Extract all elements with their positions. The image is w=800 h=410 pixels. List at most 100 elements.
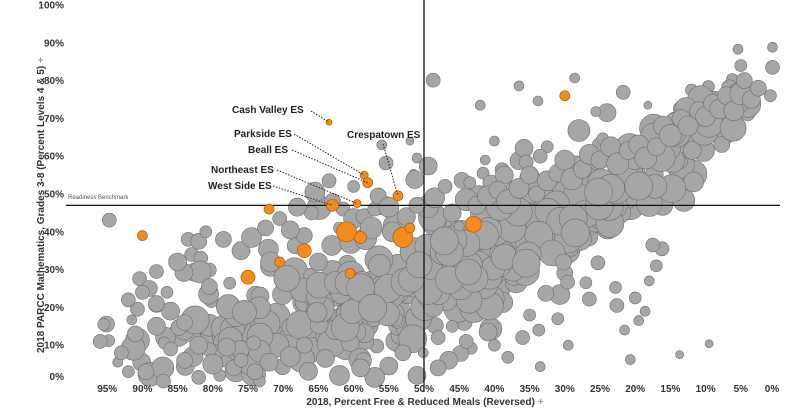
data-point — [582, 291, 597, 307]
data-point — [199, 225, 213, 239]
x-tick-label: 55% — [379, 384, 399, 395]
data-point — [97, 318, 110, 331]
data-point — [675, 350, 684, 359]
data-point — [121, 292, 136, 308]
data-point — [646, 137, 666, 157]
data-point — [764, 89, 777, 102]
data-point — [259, 352, 279, 372]
data-point — [659, 124, 682, 147]
data-point — [442, 203, 462, 223]
data-point — [102, 212, 117, 228]
data-point — [122, 365, 135, 379]
data-point — [561, 218, 590, 248]
data-point — [321, 173, 337, 189]
leader-line-west-side-es — [272, 185, 333, 206]
data-point — [364, 366, 386, 388]
leader-line-cash-valley-es — [310, 110, 330, 123]
data-point — [643, 100, 653, 110]
data-point — [351, 358, 370, 378]
y-tick-label: 70% — [44, 114, 64, 125]
data-point — [405, 136, 415, 146]
x-tick-label: 80% — [203, 384, 223, 395]
data-point — [489, 135, 500, 147]
data-point — [418, 156, 438, 176]
data-point — [555, 253, 572, 271]
data-point — [217, 337, 237, 357]
label-crespatown-es: Crespatown ES — [347, 130, 421, 141]
data-point — [609, 281, 622, 294]
data-point — [417, 347, 429, 359]
data-point — [437, 179, 453, 194]
data-point — [149, 264, 164, 279]
data-point — [590, 106, 602, 117]
y-tick-label: 20% — [44, 303, 64, 314]
highlighted-point-west-side-es — [326, 198, 339, 212]
data-point — [378, 196, 400, 218]
data-point — [148, 295, 165, 312]
data-point — [272, 211, 288, 226]
y-tick-label: 60% — [44, 152, 64, 163]
highlighted-point — [296, 243, 312, 259]
data-point — [528, 185, 545, 203]
data-point — [474, 99, 486, 111]
benchmark-label: Readiness Benchmark — [68, 195, 129, 201]
data-point — [458, 334, 474, 349]
data-point — [639, 305, 651, 317]
data-point — [514, 139, 534, 158]
data-point — [645, 237, 661, 253]
x-tick-label: 65% — [308, 384, 328, 395]
data-point — [540, 140, 554, 154]
highlighted-point — [354, 231, 367, 244]
leader-line-crespatown-es — [382, 143, 399, 197]
data-point — [649, 259, 663, 273]
data-point — [358, 293, 387, 323]
data-point — [425, 72, 441, 88]
x-tick-labels: 95% 90% 85% 80% 75% 70% 65% 60% 55% 50% 45% 40% 35% 3… — [97, 384, 779, 395]
x-axis-title-text: 2018, Percent Free & Reduced Meals (Reve… — [306, 397, 534, 408]
data-point — [202, 353, 224, 375]
data-point — [394, 344, 412, 362]
data-point — [257, 219, 274, 237]
data-point — [732, 43, 744, 55]
data-point — [579, 276, 593, 290]
data-point — [619, 324, 630, 336]
x-tick-label: 5% — [734, 384, 749, 395]
data-point — [520, 165, 539, 185]
label-beall-es: Beall ES — [248, 145, 288, 156]
data-point — [156, 373, 171, 389]
data-point — [127, 325, 144, 343]
label-parkside-es: Parkside ES — [234, 129, 292, 140]
highlighted-point — [137, 230, 148, 241]
data-point — [554, 149, 576, 171]
data-point — [455, 258, 482, 286]
leader-line-northeast-es — [276, 169, 358, 204]
highlighted-point — [274, 256, 286, 268]
data-point — [523, 308, 536, 322]
y-axis-title: 2018 PARCC Mathematics, Grades 3-8 (Perc… — [36, 57, 47, 353]
data-point — [368, 254, 391, 277]
data-point — [765, 60, 780, 75]
data-point — [273, 264, 301, 292]
data-point — [147, 316, 166, 336]
data-point — [246, 363, 264, 381]
data-point — [201, 278, 218, 295]
y-tick-label: 90% — [44, 38, 64, 49]
data-point — [534, 361, 546, 373]
data-point — [584, 177, 613, 207]
data-point — [378, 155, 394, 171]
data-point — [430, 330, 446, 345]
data-point — [279, 346, 301, 367]
data-point — [405, 251, 433, 279]
x-axis-marker: + — [538, 397, 544, 408]
data-point — [309, 252, 328, 272]
data-point — [532, 323, 546, 337]
x-tick-label: 90% — [132, 384, 152, 395]
data-point — [606, 152, 629, 176]
data-point — [501, 350, 515, 364]
y-axis-title-text: 2018 PARCC Mathematics, Grades 3-8 (Perc… — [36, 66, 47, 353]
data-point — [287, 197, 307, 217]
label-cash-valley-es: Cash Valley ES — [232, 105, 304, 116]
data-point — [537, 285, 555, 302]
highlighted-point — [464, 215, 482, 233]
data-point — [176, 351, 193, 369]
